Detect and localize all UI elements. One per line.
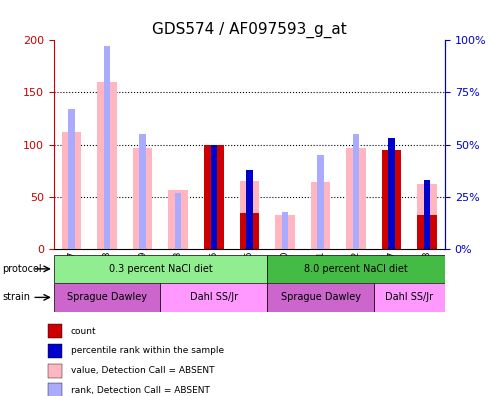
Bar: [160, 283, 266, 312]
Text: percentile rank within the sample: percentile rank within the sample: [70, 346, 224, 355]
Bar: [139, 134, 145, 249]
Bar: [266, 255, 444, 283]
Text: Sprague Dawley: Sprague Dawley: [67, 292, 147, 303]
Bar: [133, 148, 152, 249]
Bar: [387, 138, 394, 249]
Bar: [68, 109, 75, 249]
Bar: [48, 364, 61, 378]
Bar: [61, 132, 81, 249]
Text: strain: strain: [2, 292, 30, 303]
Text: value, Detection Call = ABSENT: value, Detection Call = ABSENT: [70, 366, 214, 375]
Bar: [275, 215, 294, 249]
Text: protocol: protocol: [2, 264, 42, 274]
Bar: [346, 148, 365, 249]
Bar: [245, 170, 252, 249]
Bar: [203, 145, 223, 249]
Text: count: count: [70, 327, 96, 335]
Bar: [175, 193, 181, 249]
Bar: [417, 215, 436, 249]
Bar: [381, 150, 401, 249]
Text: 8.0 percent NaCl diet: 8.0 percent NaCl diet: [304, 264, 407, 274]
Text: Dahl SS/Jr: Dahl SS/Jr: [189, 292, 237, 303]
Bar: [48, 324, 61, 338]
Bar: [48, 344, 61, 358]
Bar: [104, 46, 110, 249]
Bar: [352, 134, 359, 249]
Bar: [239, 181, 259, 249]
Bar: [48, 383, 61, 396]
Bar: [54, 255, 266, 283]
Bar: [168, 190, 188, 249]
Bar: [239, 213, 259, 249]
Bar: [317, 155, 323, 249]
Bar: [97, 82, 117, 249]
Text: 0.3 percent NaCl diet: 0.3 percent NaCl diet: [108, 264, 212, 274]
Title: GDS574 / AF097593_g_at: GDS574 / AF097593_g_at: [152, 22, 346, 38]
Bar: [54, 283, 160, 312]
Bar: [210, 145, 217, 249]
Bar: [373, 283, 444, 312]
Text: rank, Detection Call = ABSENT: rank, Detection Call = ABSENT: [70, 386, 209, 395]
Bar: [423, 180, 429, 249]
Text: Sprague Dawley: Sprague Dawley: [280, 292, 360, 303]
Bar: [281, 212, 287, 249]
Text: Dahl SS/Jr: Dahl SS/Jr: [385, 292, 432, 303]
Bar: [266, 283, 373, 312]
Bar: [310, 182, 329, 249]
Bar: [417, 185, 436, 249]
